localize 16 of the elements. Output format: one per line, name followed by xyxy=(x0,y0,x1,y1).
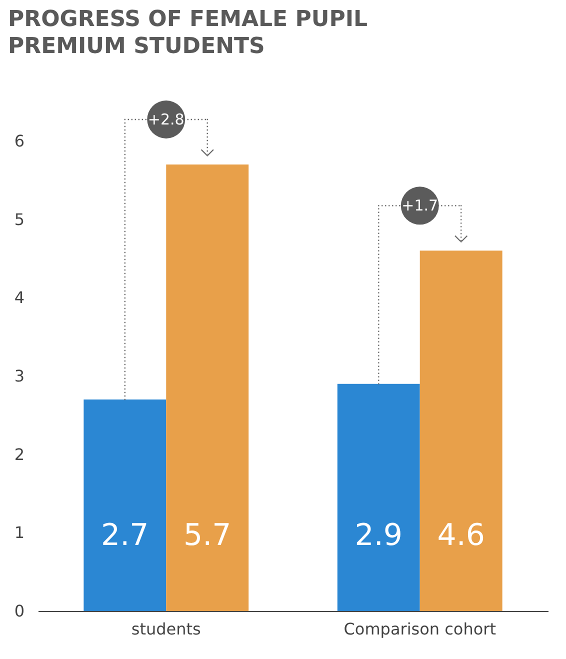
x-tick-label: Comparison cohort xyxy=(344,620,496,638)
data-label: 4.6 xyxy=(437,518,485,553)
y-tick-label: 5 xyxy=(14,210,24,229)
data-label: 5.7 xyxy=(184,518,232,553)
annotation: +1.7 xyxy=(402,196,438,215)
y-tick-label: 0 xyxy=(14,602,24,620)
x-tick-label: students xyxy=(131,620,201,638)
data-label: 2.9 xyxy=(354,518,402,553)
data-label: 2.7 xyxy=(101,518,149,553)
chart-title: PROGRESS OF FEMALE PUPIL PREMIUM STUDENTS xyxy=(8,7,368,59)
y-tick-label: 2 xyxy=(14,444,24,464)
y-tick-label: 1 xyxy=(14,523,24,542)
y-tick-label: 3 xyxy=(14,366,24,386)
annotation: +2.8 xyxy=(148,110,184,128)
y-tick-label: 6 xyxy=(14,132,24,150)
y-tick-label: 4 xyxy=(14,288,24,308)
